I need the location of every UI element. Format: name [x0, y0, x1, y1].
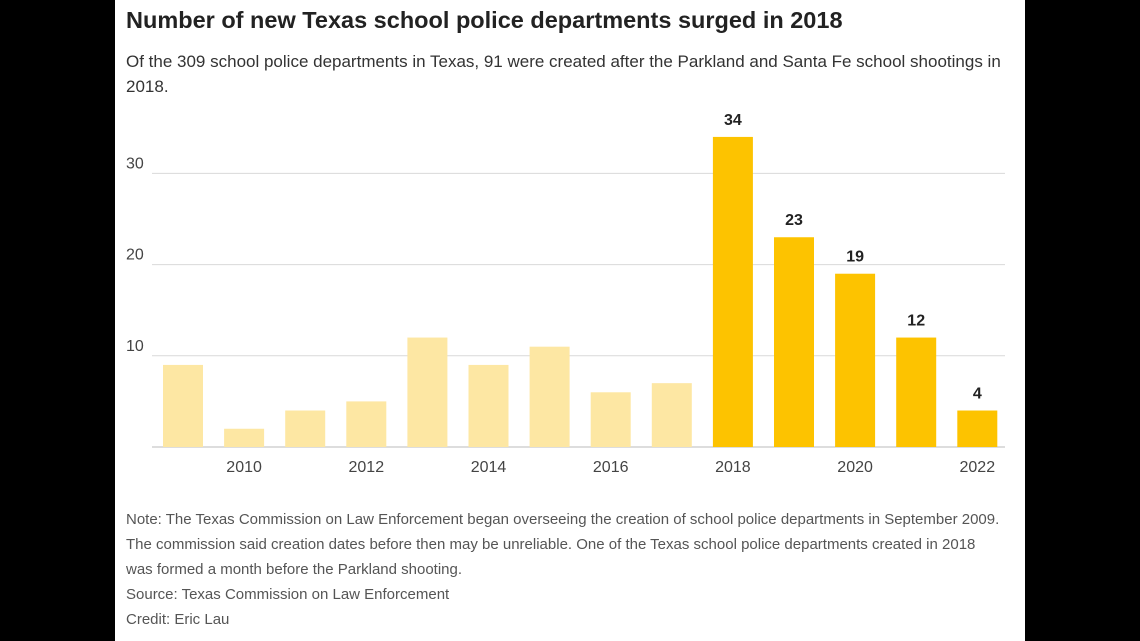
- chart-note: Note: The Texas Commission on Law Enforc…: [126, 511, 1000, 578]
- x-tick-label: 2012: [349, 459, 385, 476]
- y-tick-label: 30: [126, 155, 144, 172]
- x-tick-label: 2016: [593, 459, 629, 476]
- bar-chart: 10 20 30 34 23 19 12 4 2010 2012 2014 2016 2018 2020 2…: [126, 112, 1005, 476]
- bar: [651, 383, 692, 447]
- data-label: 19: [846, 249, 864, 266]
- bar: [163, 364, 203, 447]
- bar: [407, 337, 448, 447]
- y-tick-label: 10: [126, 338, 144, 355]
- bar: [346, 401, 387, 447]
- bar: [224, 428, 265, 447]
- bar: [468, 364, 509, 447]
- bar: [896, 337, 937, 447]
- bar: [529, 346, 570, 447]
- x-tick-label: 2014: [471, 459, 507, 476]
- bar: [774, 237, 814, 447]
- data-label: 12: [907, 313, 925, 330]
- chart-credit: Credit: Eric Lau: [126, 611, 230, 628]
- bar: [835, 273, 876, 447]
- data-label: 34: [724, 112, 742, 129]
- x-tick-label: 2022: [960, 459, 996, 476]
- bar: [285, 410, 326, 447]
- data-label: 23: [785, 212, 803, 229]
- x-tick-label: 2010: [226, 459, 262, 476]
- x-tick-label: 2020: [837, 459, 873, 476]
- x-tick-label: 2018: [715, 459, 751, 476]
- y-tick-label: 20: [126, 247, 144, 264]
- data-label: 4: [973, 386, 982, 403]
- chart-footer: Note: The Texas Commission on Law Enforc…: [126, 507, 1006, 632]
- bar: [712, 136, 753, 448]
- chart-subtitle: Of the 309 school police departments in …: [126, 52, 1001, 96]
- chart-title: Number of new Texas school police depart…: [126, 7, 843, 33]
- bar: [957, 410, 998, 447]
- bar: [590, 392, 631, 447]
- chart-card: Number of new Texas school police depart…: [115, 0, 1025, 641]
- chart-source: Source: Texas Commission on Law Enforcem…: [126, 586, 450, 603]
